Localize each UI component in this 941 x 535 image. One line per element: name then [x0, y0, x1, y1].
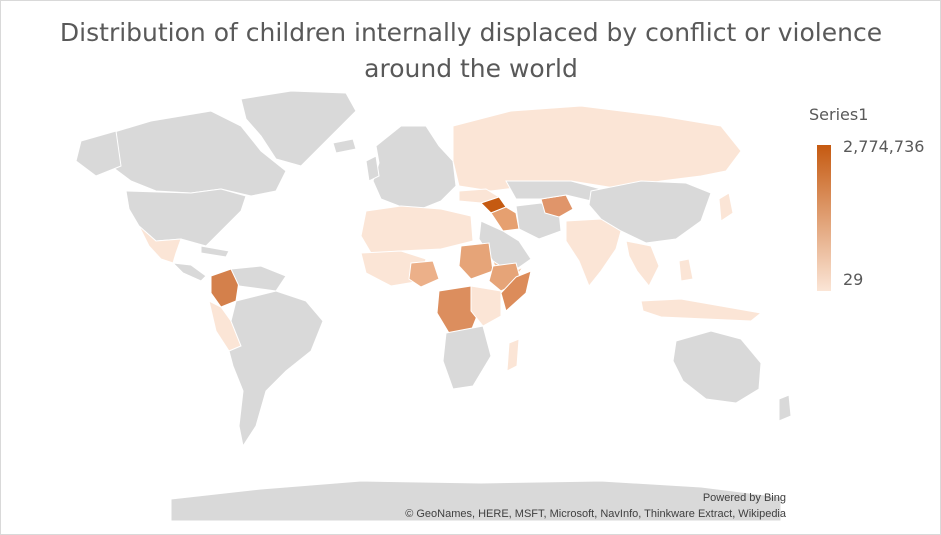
region-caribbean	[200, 245, 230, 258]
region-europe	[372, 125, 457, 210]
legend: Series1 2,774,736 29	[807, 105, 937, 305]
region-russia	[452, 105, 742, 192]
credits-text: © GeoNames, HERE, MSFT, Microsoft, NavIn…	[405, 508, 786, 520]
legend-color-scale	[817, 145, 831, 291]
legend-min-label: 29	[843, 270, 864, 289]
region-japan	[718, 192, 734, 222]
region-southeast-asia	[625, 240, 660, 287]
map-attribution: Powered by Bing © GeoNames, HERE, MSFT, …	[405, 490, 786, 522]
chart-title: Distribution of children internally disp…	[59, 18, 883, 83]
region-somalia	[500, 270, 532, 312]
region-china	[588, 180, 712, 244]
region-alaska	[75, 130, 122, 177]
world-map[interactable]	[61, 81, 801, 521]
region-mexico	[138, 225, 182, 264]
region-central-asia	[505, 180, 602, 202]
region-philippines	[678, 258, 694, 282]
region-sudan	[458, 242, 494, 280]
region-australia	[672, 330, 762, 404]
region-indonesia	[640, 298, 763, 322]
region-greenland	[240, 90, 357, 167]
region-nigeria	[408, 260, 440, 288]
region-east-africa	[470, 285, 502, 327]
region-canada	[100, 110, 287, 197]
region-iceland	[332, 138, 357, 154]
region-south-america	[228, 290, 324, 448]
region-india	[565, 218, 622, 287]
legend-title: Series1	[809, 105, 869, 124]
map-svg	[75, 90, 792, 521]
region-antarctica	[170, 480, 782, 521]
region-usa	[125, 188, 247, 247]
region-new-zealand	[778, 394, 792, 422]
legend-max-label: 2,774,736	[843, 137, 925, 156]
region-venezuela	[230, 265, 287, 292]
powered-by-text: Powered by Bing	[702, 492, 786, 504]
region-central-america	[171, 262, 207, 282]
region-north-africa	[360, 205, 474, 254]
region-arabia	[478, 220, 532, 274]
region-madagascar	[506, 338, 520, 372]
region-southern-africa	[442, 325, 492, 390]
region-uk	[365, 155, 380, 182]
